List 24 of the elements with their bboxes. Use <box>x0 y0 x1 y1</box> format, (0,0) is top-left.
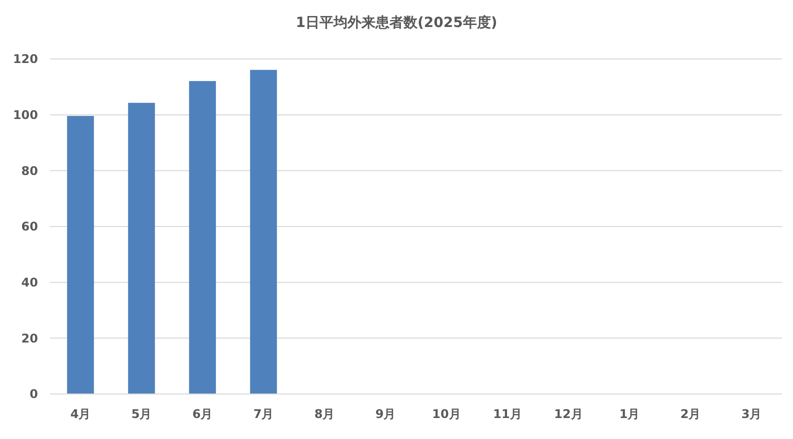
y-tick-label: 60 <box>21 220 38 234</box>
bar <box>189 81 216 394</box>
bar <box>128 102 155 394</box>
x-tick-label: 3月 <box>741 407 762 421</box>
x-tick-label: 6月 <box>192 407 213 421</box>
bar <box>250 70 277 394</box>
x-tick-label: 11月 <box>493 407 522 421</box>
y-tick-label: 120 <box>12 52 38 66</box>
x-tick-label: 5月 <box>131 407 152 421</box>
x-tick-label: 8月 <box>314 407 335 421</box>
y-tick-label: 100 <box>12 108 38 122</box>
bar <box>67 116 94 394</box>
x-tick-label: 4月 <box>70 407 91 421</box>
y-tick-label: 20 <box>21 331 38 346</box>
y-tick-label: 0 <box>30 387 38 402</box>
x-tick-label: 2月 <box>680 407 701 421</box>
x-tick-label: 12月 <box>554 407 583 421</box>
x-tick-label: 7月 <box>253 407 274 421</box>
x-tick-label: 9月 <box>375 407 396 421</box>
x-tick-label: 1月 <box>619 407 640 421</box>
chart-title: 1日平均外来患者数(2025年度) <box>296 14 498 31</box>
y-tick-label: 80 <box>21 164 38 178</box>
x-tick-label: 10月 <box>432 407 461 421</box>
y-tick-label: 40 <box>21 276 38 290</box>
